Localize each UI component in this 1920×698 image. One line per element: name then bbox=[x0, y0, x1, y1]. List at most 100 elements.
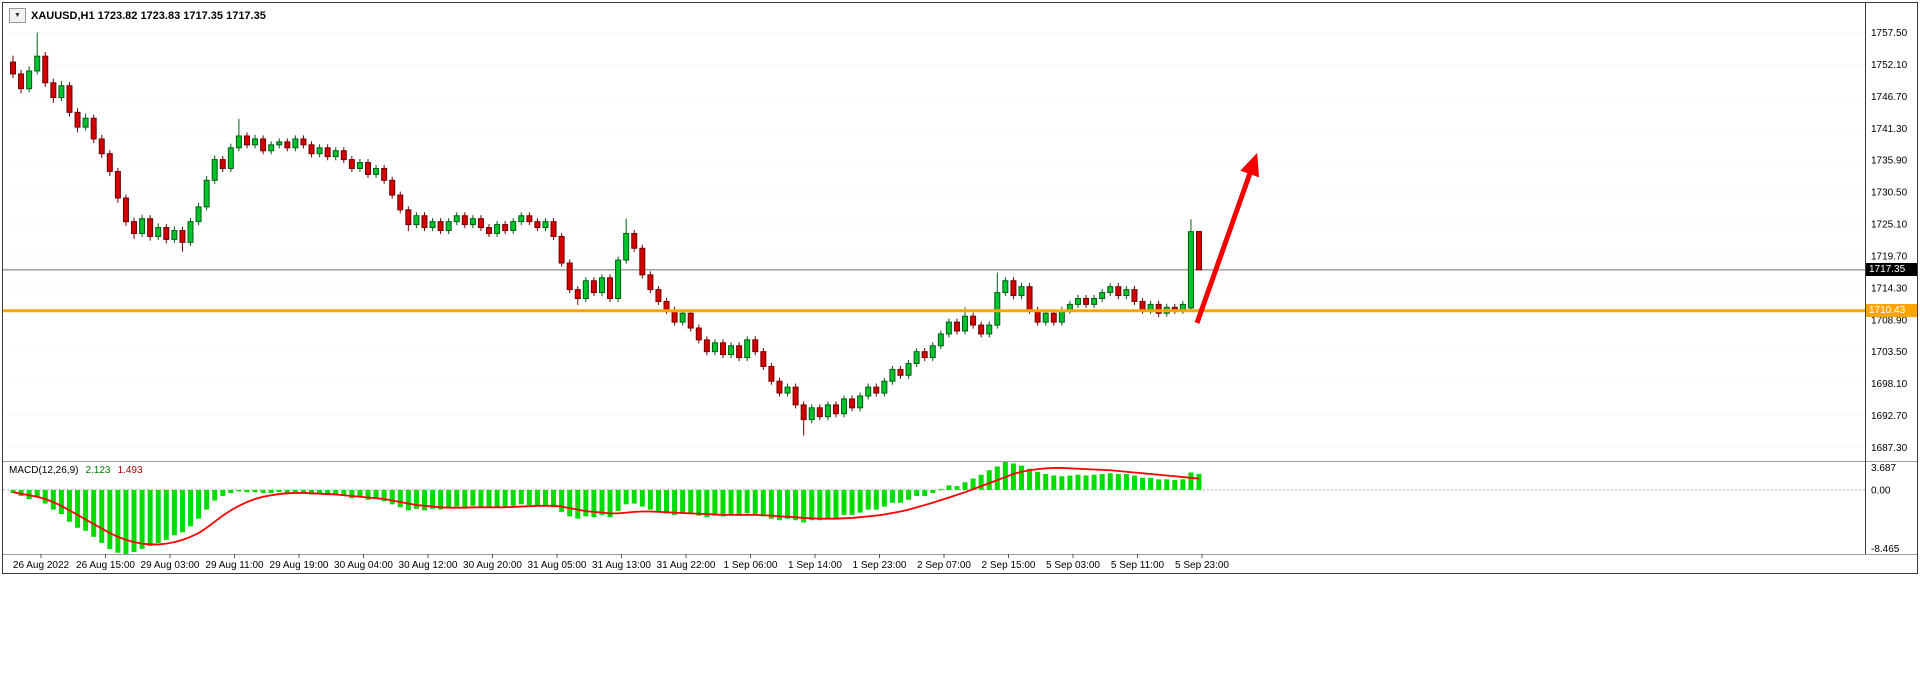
candle-body bbox=[663, 300, 670, 311]
macd-histogram-bar bbox=[252, 489, 258, 493]
candle-body bbox=[631, 232, 638, 249]
macd-histogram-bar bbox=[551, 489, 557, 508]
macd-histogram-bar bbox=[647, 489, 653, 510]
candle-body bbox=[582, 280, 589, 299]
macd-histogram-bar bbox=[325, 489, 331, 496]
time-axis-label: 30 Aug 20:00 bbox=[463, 560, 522, 571]
macd-histogram-bar bbox=[470, 489, 476, 506]
candle-body bbox=[18, 73, 25, 90]
macd-histogram-bar bbox=[776, 489, 782, 521]
macd-histogram-bar bbox=[930, 489, 936, 493]
candle-body bbox=[332, 150, 339, 158]
macd-histogram-bar bbox=[664, 489, 670, 514]
candle-body bbox=[945, 321, 952, 335]
candle-body bbox=[865, 386, 872, 397]
macd-histogram-bar bbox=[994, 466, 1000, 490]
macd-histogram-bar bbox=[946, 485, 952, 490]
candle-body bbox=[219, 159, 226, 169]
macd-histogram-bar bbox=[139, 489, 145, 549]
candle-body bbox=[849, 398, 856, 409]
candle-body bbox=[292, 138, 299, 149]
candle-body bbox=[889, 368, 896, 382]
macd-histogram-bar bbox=[260, 489, 266, 493]
candles-group[interactable] bbox=[10, 32, 1202, 436]
candle-body bbox=[929, 345, 936, 359]
macd-histogram-bar bbox=[300, 489, 306, 493]
macd-histogram-bar bbox=[1035, 471, 1041, 490]
candle-body bbox=[324, 147, 331, 158]
candle-body bbox=[711, 342, 718, 353]
candle-body bbox=[421, 215, 428, 229]
candle-body bbox=[139, 218, 146, 234]
candle-body bbox=[445, 221, 452, 232]
macd-histogram-bar bbox=[1067, 475, 1073, 490]
time-axis-label: 26 Aug 2022 bbox=[13, 560, 70, 571]
macd-label-text: MACD(12,26,9) bbox=[9, 465, 79, 476]
macd-histogram-bar bbox=[462, 489, 468, 508]
macd-histogram-bar bbox=[430, 489, 436, 509]
price-axis-label: 1703.50 bbox=[1871, 347, 1908, 358]
macd-histogram-bar bbox=[147, 489, 153, 546]
candle-body bbox=[405, 209, 412, 226]
macd-histogram-bar bbox=[1075, 474, 1081, 490]
macd-histogram-bar bbox=[1180, 479, 1186, 490]
macd-histogram-bar bbox=[567, 489, 573, 517]
macd-histogram-bar bbox=[1123, 474, 1129, 490]
macd-histogram-bar bbox=[1010, 463, 1016, 490]
candle-body bbox=[131, 221, 138, 234]
candle-body bbox=[284, 141, 291, 149]
macd-histogram-bar bbox=[970, 478, 976, 490]
candle-body bbox=[824, 404, 831, 418]
time-axis-label: 31 Aug 22:00 bbox=[657, 560, 716, 571]
candle-body bbox=[114, 170, 121, 199]
macd-histogram-bar bbox=[292, 489, 298, 493]
candle-body bbox=[1074, 297, 1081, 305]
candle-body bbox=[639, 247, 646, 276]
macd-histogram-bar bbox=[389, 489, 395, 505]
macd-histogram-bar bbox=[680, 489, 686, 514]
time-axis-label: 2 Sep 07:00 bbox=[917, 560, 971, 571]
price-axis-label: 1698.10 bbox=[1871, 379, 1908, 390]
macd-histogram-bar bbox=[413, 489, 419, 509]
macd-histogram-bar bbox=[357, 489, 363, 498]
candle-body bbox=[542, 221, 549, 229]
candle-body bbox=[962, 315, 969, 332]
macd-histogram-bar bbox=[50, 489, 56, 510]
candle-body bbox=[494, 224, 501, 234]
symbol-info-bar: ▼ XAUUSD,H1 1723.82 1723.83 1717.35 1717… bbox=[9, 8, 266, 23]
price-axis-label: 1746.70 bbox=[1871, 92, 1908, 103]
time-axis-label: 31 Aug 05:00 bbox=[528, 560, 587, 571]
candle-body bbox=[873, 386, 880, 394]
macd-histogram-bar bbox=[865, 489, 871, 510]
macd-histogram-bar bbox=[639, 489, 645, 507]
candle-body bbox=[1107, 286, 1114, 294]
trend-arrow-annotation[interactable] bbox=[1194, 152, 1260, 324]
candle-body bbox=[841, 398, 848, 415]
macd-histogram-bar bbox=[1164, 479, 1170, 490]
macd-histogram-bar bbox=[421, 489, 427, 511]
candle-body bbox=[994, 292, 1001, 326]
macd-histogram-bar bbox=[155, 489, 161, 543]
macd-histogram-bar bbox=[962, 482, 968, 490]
macd-histogram-bar bbox=[889, 489, 895, 503]
macd-histogram-bar bbox=[397, 489, 403, 508]
candle-body bbox=[187, 221, 194, 243]
macd-histogram-bar bbox=[849, 489, 855, 515]
candle-body bbox=[453, 215, 460, 223]
macd-histogram-bar bbox=[873, 489, 879, 510]
chart-dropdown-icon[interactable]: ▼ bbox=[9, 8, 26, 23]
macd-histogram-bar bbox=[123, 489, 129, 554]
macd-histogram-bar bbox=[833, 489, 839, 518]
candle-body bbox=[122, 197, 129, 223]
candle-body bbox=[1155, 303, 1162, 314]
candle-body bbox=[195, 206, 202, 223]
time-axis-label: 2 Sep 15:00 bbox=[982, 560, 1036, 571]
candle-body bbox=[429, 221, 436, 229]
macd-histogram-bar bbox=[526, 489, 532, 506]
macd-histogram-bar bbox=[591, 489, 597, 518]
price-chart-canvas[interactable]: 1757.50 1752.10 1746.70 1741.30 1735.90 1730.… bbox=[3, 3, 1917, 573]
candle-body bbox=[155, 227, 162, 237]
candle-body bbox=[695, 327, 702, 341]
candle-body bbox=[566, 262, 573, 291]
candle-body bbox=[623, 232, 630, 261]
